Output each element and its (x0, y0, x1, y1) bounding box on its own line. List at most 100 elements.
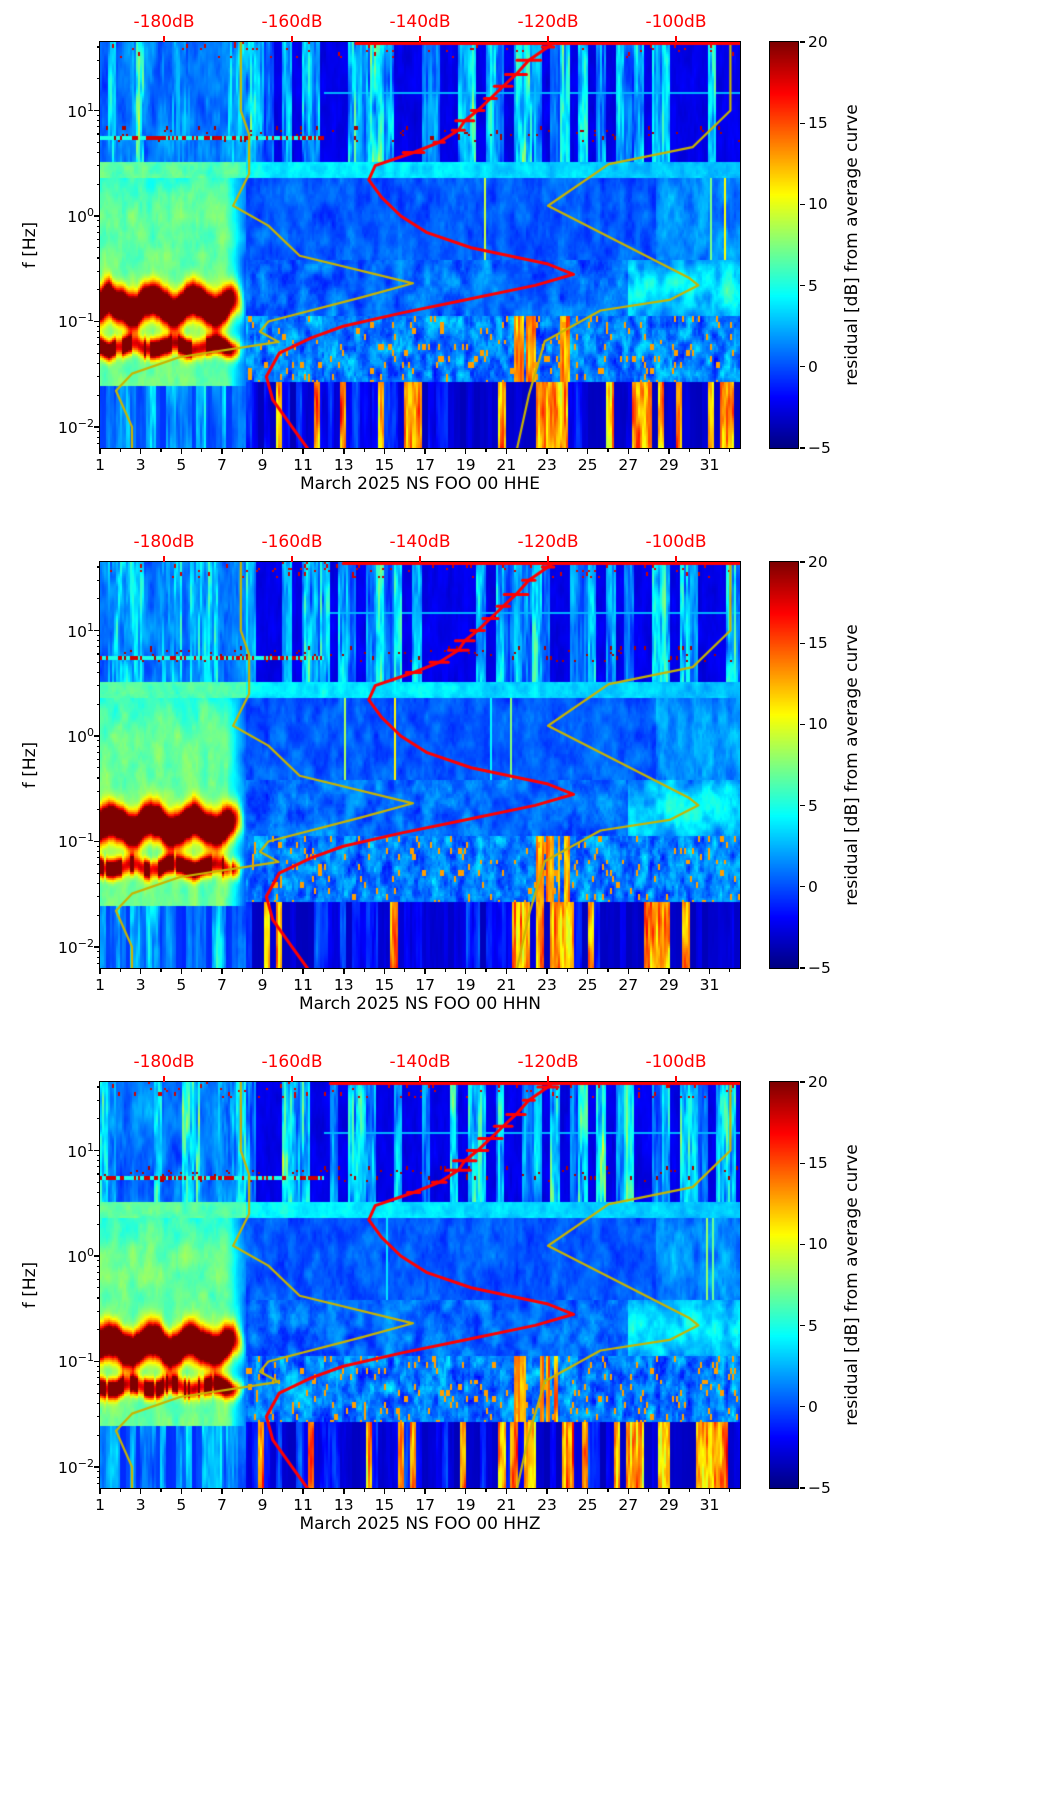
x-tick-label: 31 (699, 976, 720, 994)
x-tick-label: 19 (455, 456, 476, 474)
x-minor-tick (404, 448, 406, 452)
top-db-tick-label: -160dB (261, 1052, 323, 1072)
y-minor-tick (96, 1223, 100, 1225)
x-tick (668, 448, 670, 454)
x-minor-tick (729, 968, 731, 972)
colorbar-tick-label: 10 (808, 1235, 828, 1254)
y-minor-tick (96, 344, 100, 346)
y-tick-label: 101 (67, 1140, 94, 1161)
x-minor-tick (322, 448, 325, 452)
x-tick-label: 25 (577, 1496, 598, 1514)
y-minor-tick (96, 1392, 100, 1394)
y-minor-tick (96, 864, 100, 866)
y-minor-tick (96, 1471, 100, 1473)
y-tick-label: 10−1 (58, 1351, 94, 1372)
x-tick (708, 448, 711, 454)
colorbar-tick-label: −5 (808, 959, 831, 977)
y-minor-tick (96, 703, 100, 705)
top-axis-tick (547, 1076, 549, 1082)
y-tick (94, 1149, 100, 1152)
x-tick-label: 13 (333, 976, 354, 994)
x-tick (343, 968, 345, 974)
x-minor-tick (526, 448, 528, 452)
colorbar-tick (799, 1243, 805, 1246)
y-minor-tick (96, 1278, 100, 1280)
colorbar-tick-label: −5 (808, 1479, 831, 1497)
x-minor-tick (200, 968, 203, 972)
colorbar-tick (799, 1324, 805, 1327)
y-minor-tick (96, 442, 100, 444)
y-minor-tick (96, 151, 100, 154)
y-minor-tick (96, 1415, 100, 1418)
x-tick (99, 448, 101, 454)
y-minor-tick (96, 1166, 100, 1168)
y-minor-tick (96, 183, 100, 185)
y-minor-tick (96, 225, 100, 227)
colorbar-tick-label: 15 (808, 634, 828, 653)
top-db-tick-label: -140dB (389, 12, 451, 32)
y-minor-tick (96, 120, 100, 122)
y-minor-tick (96, 895, 100, 898)
x-tick-label: 25 (577, 976, 598, 994)
y-minor-tick (96, 1476, 100, 1478)
y-tick (94, 109, 100, 112)
y-minor-tick (96, 646, 100, 648)
x-tick-label: 21 (496, 1496, 517, 1514)
spectrogram-panel-hhz: -180dB -160dB -140dB -120dB -100dB f [Hz… (0, 1040, 1052, 1560)
x-tick-label: 15 (374, 1496, 395, 1514)
y-minor-tick (96, 1365, 100, 1367)
x-minor-tick (160, 448, 162, 452)
y-minor-tick (96, 1329, 100, 1331)
colorbar-tick (799, 1487, 805, 1489)
top-axis-tick (291, 1076, 293, 1082)
top-axis-tick (547, 36, 549, 42)
y-minor-tick (96, 640, 100, 642)
x-tick (627, 1488, 629, 1494)
x-tick-label: 9 (257, 976, 268, 994)
x-minor-tick (404, 968, 406, 972)
x-tick (546, 448, 548, 454)
colorbar-tick-label: 5 (808, 796, 818, 815)
x-minor-tick (444, 1488, 446, 1492)
y-minor-tick (96, 598, 100, 600)
x-minor-tick (282, 1488, 284, 1492)
x-tick-label: 15 (374, 976, 395, 994)
x-tick-label: 7 (216, 456, 227, 474)
colorbar-tick (799, 284, 805, 287)
y-minor-tick (96, 352, 100, 354)
y-minor-tick (96, 1371, 100, 1373)
y-tick-label: 10−1 (58, 831, 94, 852)
top-axis-tick (163, 556, 165, 562)
x-tick-label: 21 (496, 976, 517, 994)
y-minor-tick (96, 394, 100, 396)
x-tick-label: 7 (216, 1496, 227, 1514)
colorbar-tick-label: 10 (808, 715, 828, 734)
x-minor-tick (363, 968, 365, 972)
y-minor-tick (96, 436, 100, 438)
y-axis-label: f [Hz] (20, 221, 40, 269)
y-minor-tick (96, 790, 100, 792)
y-minor-tick (96, 1434, 100, 1436)
x-minor-tick (647, 1488, 650, 1492)
y-minor-tick (96, 1099, 100, 1101)
top-axis-tick (675, 1076, 677, 1082)
y-minor-tick (96, 1297, 100, 1299)
y-minor-tick (96, 1160, 100, 1162)
y-minor-tick (96, 220, 100, 222)
x-minor-tick (444, 448, 446, 452)
x-minor-tick (160, 1488, 162, 1492)
y-tick (94, 840, 100, 843)
y-minor-tick (96, 579, 100, 581)
top-db-tick-label: -180dB (133, 1052, 195, 1072)
x-minor-tick (363, 448, 365, 452)
x-axis-title: March 2025 NS FOO 00 HHE (299, 474, 541, 494)
x-tick (668, 1488, 670, 1494)
colorbar-tick (799, 561, 805, 563)
y-tick (94, 1360, 100, 1363)
y-minor-tick (96, 46, 100, 48)
y-minor-tick (96, 141, 100, 143)
y-minor-tick (96, 431, 100, 433)
x-minor-tick (729, 448, 731, 452)
x-tick (383, 448, 386, 454)
x-minor-tick (607, 448, 609, 452)
